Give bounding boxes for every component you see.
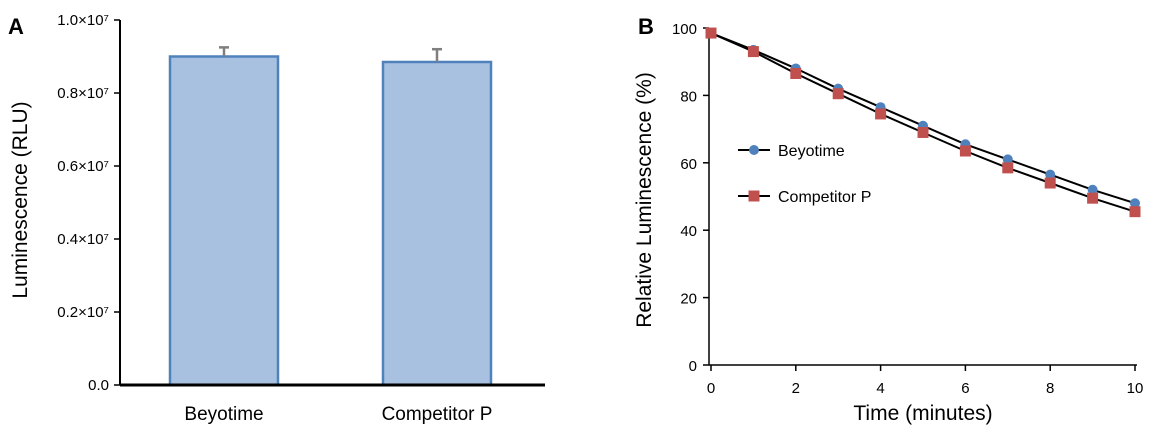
x-tick-label: 8 — [1046, 380, 1054, 397]
panel-b-y-ticks: 0 20 40 60 80 100 — [672, 21, 709, 375]
y-tick-label: 0.2×10⁷ — [57, 304, 109, 321]
panel-b-legend: Beyotime Competitor P — [738, 143, 871, 206]
x-tick-label: 4 — [876, 380, 884, 397]
legend-marker-circle — [749, 145, 759, 155]
y-tick-label: 1.0×10⁷ — [57, 12, 109, 29]
legend-label: Competitor P — [778, 189, 871, 206]
data-point-circle — [1087, 184, 1098, 195]
y-tick-label: 60 — [680, 156, 697, 173]
data-point-square — [875, 108, 887, 120]
category-label: Competitor P — [382, 404, 493, 425]
data-point-square — [832, 88, 844, 100]
legend-label: Beyotime — [778, 143, 845, 160]
panel-b-series — [705, 27, 1141, 218]
y-tick-label: 40 — [680, 223, 697, 240]
data-point-circle — [1002, 154, 1013, 165]
data-point-square — [790, 67, 802, 79]
x-tick-label: 6 — [961, 380, 969, 397]
panel-a-bars — [168, 46, 493, 387]
data-point-circle — [1130, 198, 1140, 209]
bar — [381, 60, 493, 387]
data-point-square — [747, 46, 759, 58]
series-line — [710, 32, 1136, 205]
panel-a-letter: A — [8, 14, 24, 39]
y-tick-label: 20 — [680, 291, 697, 308]
x-tick-label: 10 — [1127, 380, 1144, 397]
data-point-circle — [1045, 169, 1056, 180]
y-tick-label: 100 — [672, 21, 697, 38]
x-tick-label: 0 — [707, 380, 715, 397]
panel-b-y-axis-title: Relative Luminescence (%) — [633, 72, 656, 328]
data-point-square — [705, 27, 717, 39]
data-point-square — [1087, 192, 1099, 204]
y-tick-label: 80 — [680, 88, 697, 105]
y-tick-label: 0.0 — [88, 377, 109, 394]
panel-a-y-ticks: 0.0 0.2×10⁷ 0.4×10⁷ 0.6×10⁷ 0.8×10⁷ 1.0×10⁷ — [57, 12, 120, 394]
panel-b: B Relative Luminescence (%) 020406080100… — [633, 14, 1143, 425]
y-tick-label: 0 — [689, 358, 697, 375]
panel-a: A Luminescence (RLU) 0.00.2×10⁷0.4×10⁷0.… — [8, 12, 545, 425]
data-point-square — [1002, 162, 1014, 174]
panel-a-category-labels: Beyotime Competitor P — [184, 404, 492, 425]
bar — [168, 55, 280, 387]
x-tick-label: 2 — [792, 380, 800, 397]
panel-b-x-axis-title: Time (minutes) — [853, 402, 992, 425]
data-point-square — [1129, 206, 1141, 218]
panel-a-y-axis-title: Luminescence (RLU) — [9, 101, 32, 298]
y-tick-label: 0.6×10⁷ — [57, 158, 109, 175]
panel-b-letter: B — [638, 14, 654, 39]
data-point-square — [1044, 177, 1056, 189]
y-tick-label: 0.8×10⁷ — [57, 85, 109, 102]
y-tick-label: 0.4×10⁷ — [57, 231, 109, 248]
data-point-square — [959, 145, 971, 157]
data-point-square — [917, 126, 929, 138]
panel-b-x-ticks: 0 2 4 6 8 10 — [707, 365, 1144, 397]
category-label: Beyotime — [184, 404, 263, 425]
legend-marker-square — [748, 190, 760, 202]
